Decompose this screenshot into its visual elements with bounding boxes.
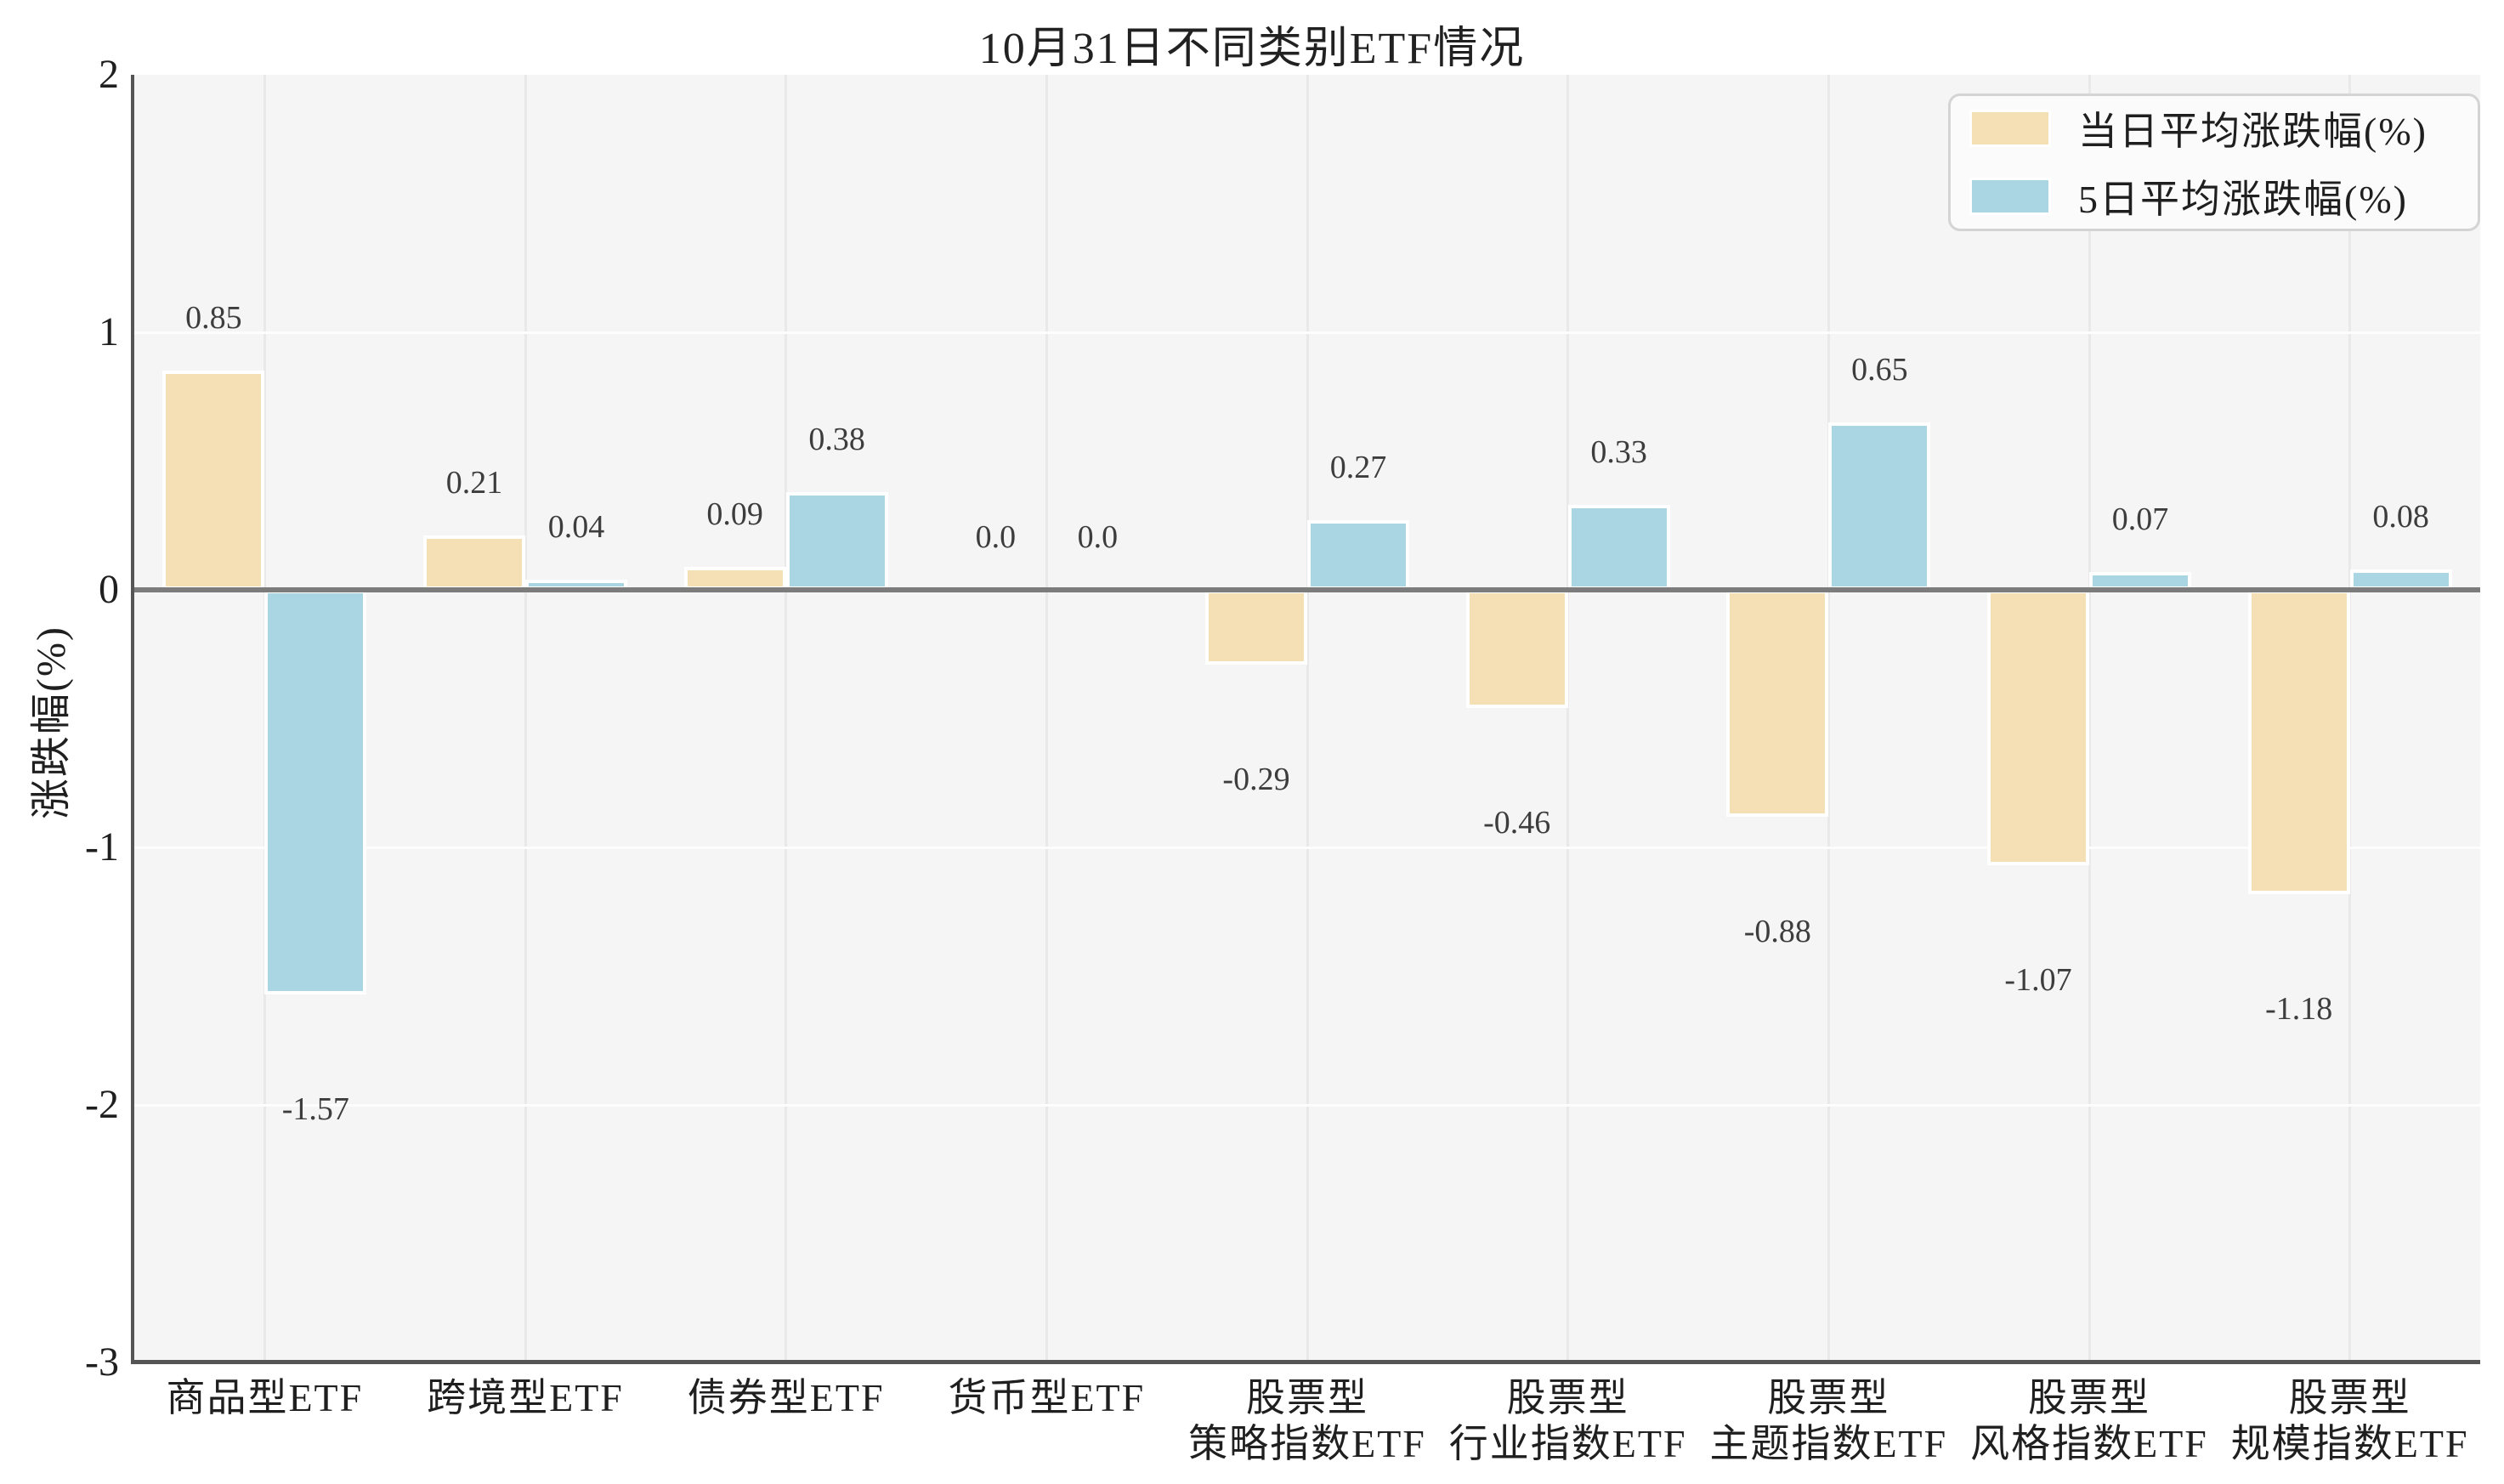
legend-label-daily: 当日平均涨跌幅(%): [2078, 110, 2428, 153]
y-tick-label: 0: [99, 567, 119, 612]
value-label-five_day-0: -1.57: [281, 1090, 349, 1127]
v-gridline: [1827, 75, 1830, 1362]
legend-swatch-five-day: [1969, 178, 2051, 215]
value-label-daily-5: -0.46: [1483, 805, 1551, 841]
value-label-five_day-5: 0.33: [1590, 434, 1647, 470]
bar-five_day-6: [1828, 422, 1931, 590]
x-tick-label-0: 商品型ETF: [166, 1376, 364, 1419]
y-tick-label: 1: [99, 309, 119, 354]
x-tick-label-1: 跨境型ETF: [427, 1376, 624, 1419]
y-tick-label: -2: [85, 1082, 119, 1127]
v-gridline: [524, 75, 527, 1362]
v-gridline: [1306, 75, 1309, 1362]
value-label-daily-7: -1.07: [2004, 962, 2072, 999]
h-gridline: [134, 846, 2480, 849]
value-label-daily-1: 0.21: [445, 465, 503, 501]
x-tick-label-4: 股票型 策略指数ETF: [1188, 1376, 1426, 1465]
x-tick-label-6: 股票型 主题指数ETF: [1709, 1376, 1948, 1465]
x-tick-label-3: 货币型ETF: [948, 1376, 1146, 1419]
y-tick-label: 2: [99, 52, 119, 97]
v-gridline: [2088, 75, 2091, 1362]
value-label-five_day-1: 0.04: [547, 508, 605, 545]
h-gridline: [134, 331, 2480, 334]
bar-five_day-5: [1567, 505, 1670, 590]
bar-daily-1: [423, 535, 525, 590]
value-label-daily-2: 0.09: [706, 496, 763, 532]
bar-five_day-2: [785, 491, 888, 590]
value-label-five_day-7: 0.07: [2111, 501, 2169, 537]
h-gridline: [134, 1103, 2480, 1107]
value-label-five_day-3: 0.0: [1077, 519, 1119, 555]
value-label-daily-3: 0.0: [975, 519, 1017, 555]
x-tick-label-5: 股票型 行业指数ETF: [1448, 1376, 1687, 1465]
bar-daily-6: [1726, 590, 1829, 817]
y-axis-label: 涨跌幅(%): [29, 626, 74, 819]
value-label-five_day-4: 0.27: [1329, 450, 1387, 486]
y-tick-label: -1: [85, 824, 119, 869]
v-gridline: [785, 75, 788, 1362]
value-label-five_day-6: 0.65: [1851, 352, 1908, 388]
legend-swatch-daily: [1969, 110, 2051, 147]
zero-line: [134, 587, 2480, 592]
value-label-five_day-2: 0.38: [808, 421, 865, 457]
v-gridline: [1045, 75, 1048, 1362]
value-label-daily-4: -0.29: [1222, 761, 1290, 797]
legend-item-daily: 当日平均涨跌幅(%): [1969, 100, 2478, 156]
x-tick-label-7: 股票型 风格指数ETF: [1970, 1376, 2208, 1465]
chart-title: 10月31日不同类别ETF情况: [978, 25, 1526, 73]
v-gridline: [2348, 75, 2352, 1362]
y-tick-label: -3: [85, 1340, 119, 1385]
bar-daily-7: [1987, 590, 2089, 866]
value-label-daily-6: -0.88: [1743, 913, 1811, 949]
plot-area: [134, 75, 2480, 1362]
bar-daily-4: [1205, 590, 1307, 665]
bar-daily-5: [1465, 590, 1568, 709]
y-axis-spine: [131, 75, 134, 1362]
legend-item-five-day: 5日平均涨跌幅(%): [1969, 168, 2478, 224]
x-axis-spine: [131, 1360, 2480, 1364]
x-tick-label-8: 股票型 规模指数ETF: [2230, 1376, 2469, 1465]
x-tick-label-2: 债券型ETF: [687, 1376, 885, 1419]
legend: 当日平均涨跌幅(%) 5日平均涨跌幅(%): [1948, 93, 2480, 231]
bar-daily-2: [683, 566, 786, 590]
bar-daily-0: [162, 371, 265, 590]
value-label-daily-8: -1.18: [2265, 990, 2333, 1027]
legend-label-five-day: 5日平均涨跌幅(%): [2078, 178, 2408, 221]
value-label-five_day-8: 0.08: [2372, 498, 2429, 535]
bar-five_day-0: [264, 590, 367, 994]
bar-five_day-4: [1307, 520, 1409, 590]
value-label-daily-0: 0.85: [185, 300, 242, 337]
bar-daily-8: [2247, 590, 2350, 894]
v-gridline: [1566, 75, 1570, 1362]
